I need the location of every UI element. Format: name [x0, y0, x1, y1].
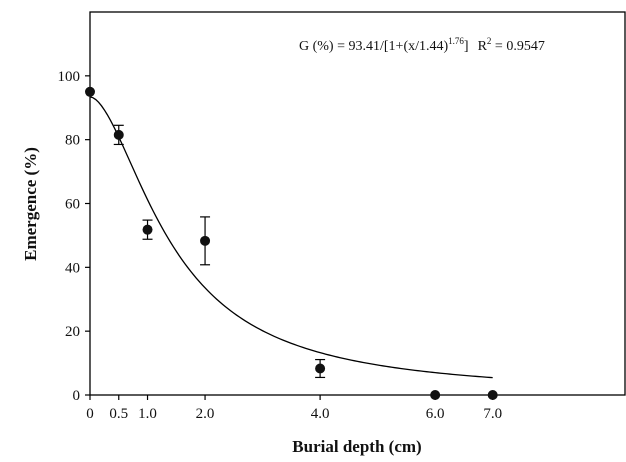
- r-squared-value: = 0.9547: [491, 39, 544, 54]
- y-tick-label: 40: [65, 260, 80, 276]
- fit-equation-main: G (%) = 93.41/[1+(x/1.44): [299, 39, 448, 54]
- y-tick-label: 100: [58, 69, 81, 85]
- data-point: [142, 224, 153, 235]
- y-tick-label: 60: [65, 197, 80, 213]
- y-axis-ticks: 0 20 40 60 80 100: [58, 69, 90, 404]
- r-squared-sup: 2: [487, 36, 492, 46]
- x-tick-label: 4.0: [311, 406, 330, 422]
- fit-equation-end: ]: [464, 39, 469, 54]
- x-axis-ticks: 0 0.5 1.0 2.0 4.0 6.0 7.0: [86, 395, 502, 422]
- x-tick-label: 0: [86, 406, 94, 422]
- plot-area-frame: [89, 11, 626, 396]
- data-point: [315, 363, 326, 374]
- data-point: [113, 129, 124, 140]
- x-axis-title: Burial depth (cm): [292, 437, 421, 456]
- data-point: [200, 235, 211, 246]
- x-tick-label: 1.0: [138, 406, 157, 422]
- data-point: [487, 390, 498, 400]
- fit-equation: G (%) = 93.41/[1+(x/1.44)1.76] R2 = 0.954…: [299, 36, 545, 54]
- y-axis-title: Emergence (%): [21, 147, 40, 261]
- r-squared-label: R: [478, 39, 488, 54]
- fit-curve: [89, 96, 493, 379]
- data-point: [85, 86, 95, 97]
- y-tick-label: 20: [65, 324, 80, 340]
- data-point: [430, 390, 441, 400]
- x-tick-label: 6.0: [426, 406, 445, 422]
- x-tick-label: 7.0: [483, 406, 502, 422]
- fit-equation-exponent: 1.76: [448, 36, 464, 46]
- fit-curve-layer: [89, 96, 493, 379]
- x-tick-label: 2.0: [196, 406, 215, 422]
- y-tick-label: 80: [65, 133, 80, 149]
- y-tick-label: 0: [73, 388, 81, 404]
- x-tick-label: 0.5: [109, 406, 128, 422]
- data-points-layer: [85, 86, 498, 400]
